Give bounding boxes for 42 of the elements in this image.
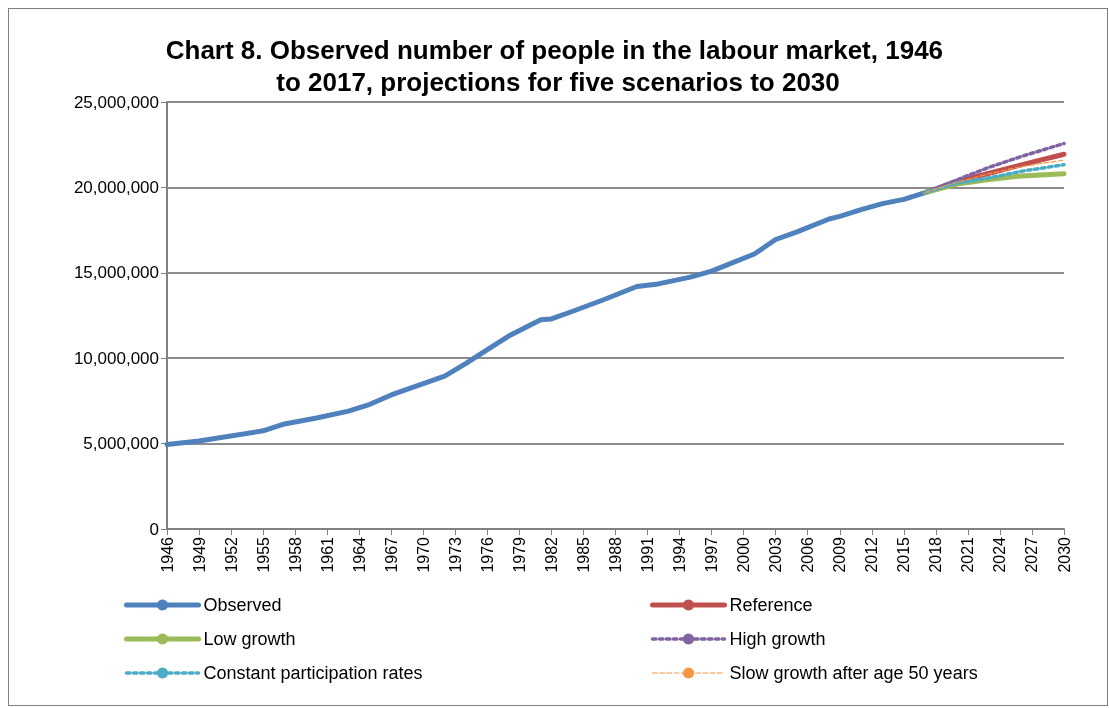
x-tick-label: 1961 bbox=[318, 536, 336, 573]
legend-label: Observed bbox=[203, 595, 282, 615]
x-tick-label: 1994 bbox=[671, 536, 689, 573]
x-tick-label: 1973 bbox=[446, 536, 464, 573]
legend-label: High growth bbox=[729, 629, 826, 649]
x-tick-label: 1970 bbox=[414, 536, 432, 573]
x-tick-label: 1949 bbox=[190, 536, 208, 573]
x-tick-label: 1967 bbox=[382, 536, 400, 573]
x-tick-label: 1982 bbox=[542, 536, 560, 573]
y-tick-label: 20,000,000 bbox=[73, 177, 159, 197]
x-tick-label: 1988 bbox=[607, 536, 624, 573]
legend-label: Reference bbox=[729, 595, 813, 615]
legend-label: Slow growth after age 50 years bbox=[729, 663, 978, 683]
x-tick-label: 2018 bbox=[927, 536, 945, 573]
y-tick-label: 0 bbox=[149, 519, 159, 539]
x-tick-label: 2006 bbox=[799, 536, 817, 573]
x-tick-label: 2012 bbox=[863, 536, 881, 573]
x-tick-label: 2003 bbox=[767, 536, 785, 573]
legend-label: Constant participation rates bbox=[203, 663, 423, 683]
x-tick-label: 1958 bbox=[286, 536, 304, 573]
x-tick-label: 1946 bbox=[158, 536, 176, 573]
x-tick-label: 1985 bbox=[574, 536, 592, 573]
x-tick-label: 2024 bbox=[991, 536, 1009, 573]
x-tick-label: 2021 bbox=[959, 536, 977, 573]
x-tick-label: 1976 bbox=[478, 536, 496, 573]
y-tick-label: 10,000,000 bbox=[73, 348, 159, 368]
x-tick-label: 2000 bbox=[735, 536, 753, 573]
y-tick-label: 25,000,000 bbox=[73, 92, 159, 112]
x-tick-label: 1991 bbox=[639, 536, 657, 573]
x-tick-label: 1955 bbox=[254, 536, 272, 573]
legend-label: Low growth bbox=[203, 629, 296, 649]
x-tick-label: 2027 bbox=[1023, 536, 1041, 573]
x-tick-label: 1979 bbox=[510, 536, 528, 573]
x-tick-label: 2015 bbox=[895, 536, 913, 573]
y-tick-label: 5,000,000 bbox=[83, 434, 159, 454]
x-tick-label: 1964 bbox=[350, 536, 368, 573]
x-tick-label: 2009 bbox=[831, 536, 849, 573]
x-tick-label: 1952 bbox=[222, 536, 240, 573]
chart-title: Chart 8. Observed number of people in the labour market, 1946 to 2017, projections for five scenarios to 2030 bbox=[165, 35, 951, 97]
x-tick-label: 1997 bbox=[703, 536, 721, 573]
y-tick-label: 15,000,000 bbox=[73, 263, 159, 283]
x-tick-label: 2030 bbox=[1055, 536, 1073, 573]
